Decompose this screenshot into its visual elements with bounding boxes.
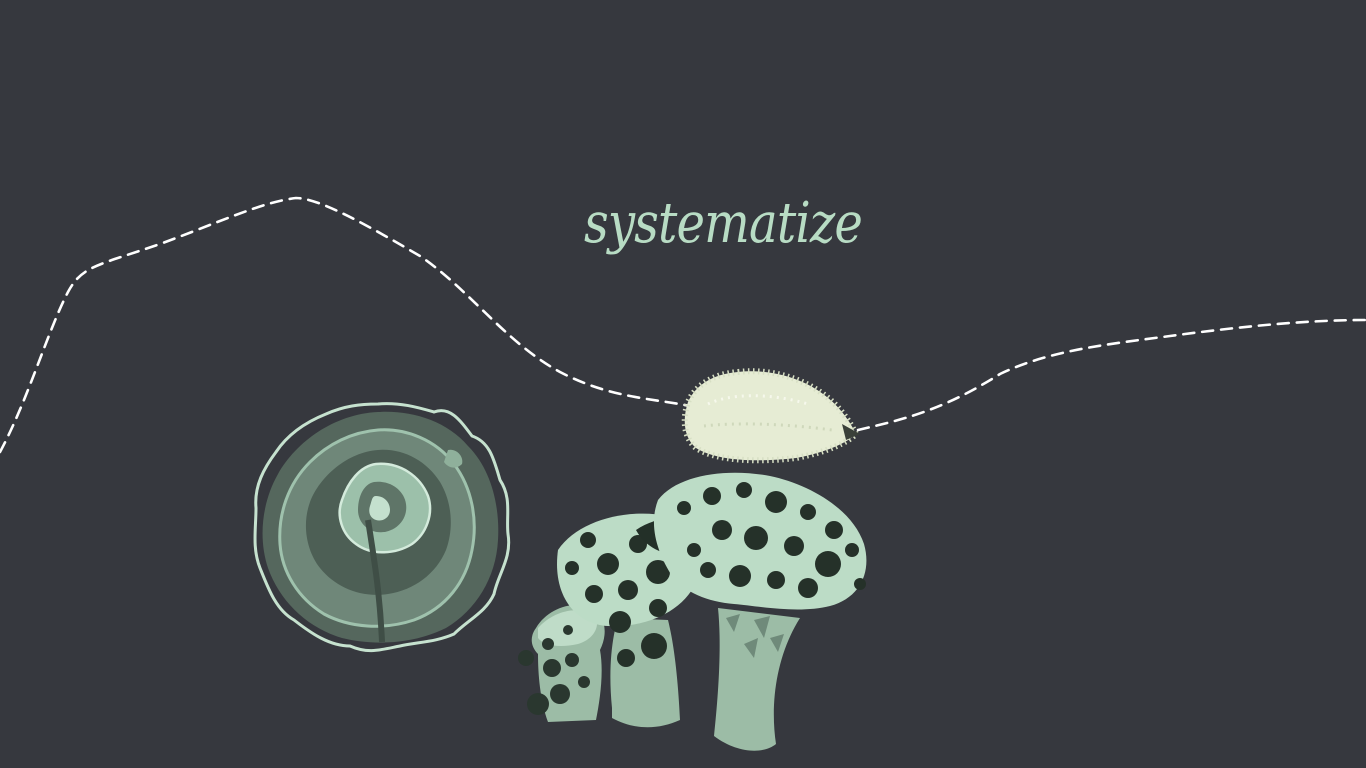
spiky-seed-icon — [681, 368, 860, 464]
mushroom-cluster-icon — [518, 472, 867, 751]
bracket-fungus-icon — [253, 402, 511, 653]
title-word: systematize — [583, 191, 863, 256]
